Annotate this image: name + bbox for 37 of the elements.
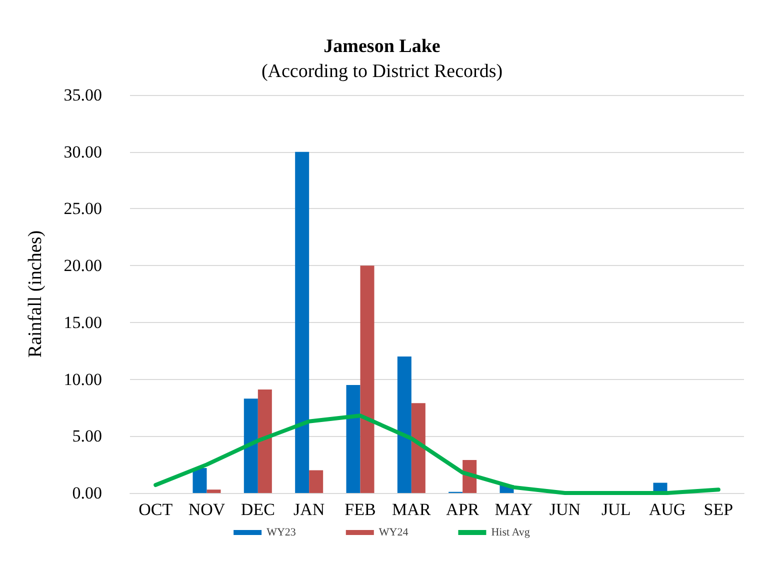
line-series (154, 414, 720, 495)
x-tick-label: AUG (648, 500, 686, 519)
y-tick-label: 5.00 (72, 426, 102, 446)
bar (295, 152, 310, 493)
legend-label: Hist Avg (491, 526, 530, 538)
y-tick-label: 10.00 (64, 370, 102, 389)
bar (206, 490, 221, 493)
legend-label: WY23 (266, 526, 296, 538)
y-tick-label: 30.00 (64, 142, 102, 162)
y-tick-label: 15.00 (64, 312, 102, 332)
bar (397, 356, 412, 493)
x-tick-label: JUN (549, 500, 581, 519)
bar (309, 470, 324, 493)
bar (192, 468, 207, 493)
bar (258, 390, 272, 493)
x-tick-label: OCT (138, 500, 174, 519)
y-tick-label: 20.00 (64, 256, 102, 276)
x-tick-label: APR (446, 500, 480, 519)
x-tick-label: MAR (392, 500, 432, 519)
bar (244, 398, 258, 493)
y-tick-label: 35.00 (64, 86, 102, 104)
x-tick-label: FEB (344, 500, 376, 519)
x-tick-label: JAN (293, 500, 325, 519)
legend-label: WY24 (378, 526, 409, 538)
x-tick-label: DEC (240, 500, 275, 519)
x-tick-label: NOV (188, 500, 226, 519)
y-tick-label: 0.00 (72, 484, 102, 502)
bar (346, 384, 360, 493)
chart-subtitle: (According to District Records) (261, 61, 503, 82)
chart-title: Jameson Lake (324, 36, 440, 57)
x-tick-label: SEP (704, 500, 734, 519)
bar (411, 403, 426, 493)
x-tick-label: MAY (494, 500, 533, 519)
x-tick-label: JUL (601, 500, 631, 519)
y-tick-label: 25.00 (64, 199, 102, 218)
y-axis-title: Rainfall (inches) (25, 230, 46, 358)
bar (360, 266, 374, 493)
